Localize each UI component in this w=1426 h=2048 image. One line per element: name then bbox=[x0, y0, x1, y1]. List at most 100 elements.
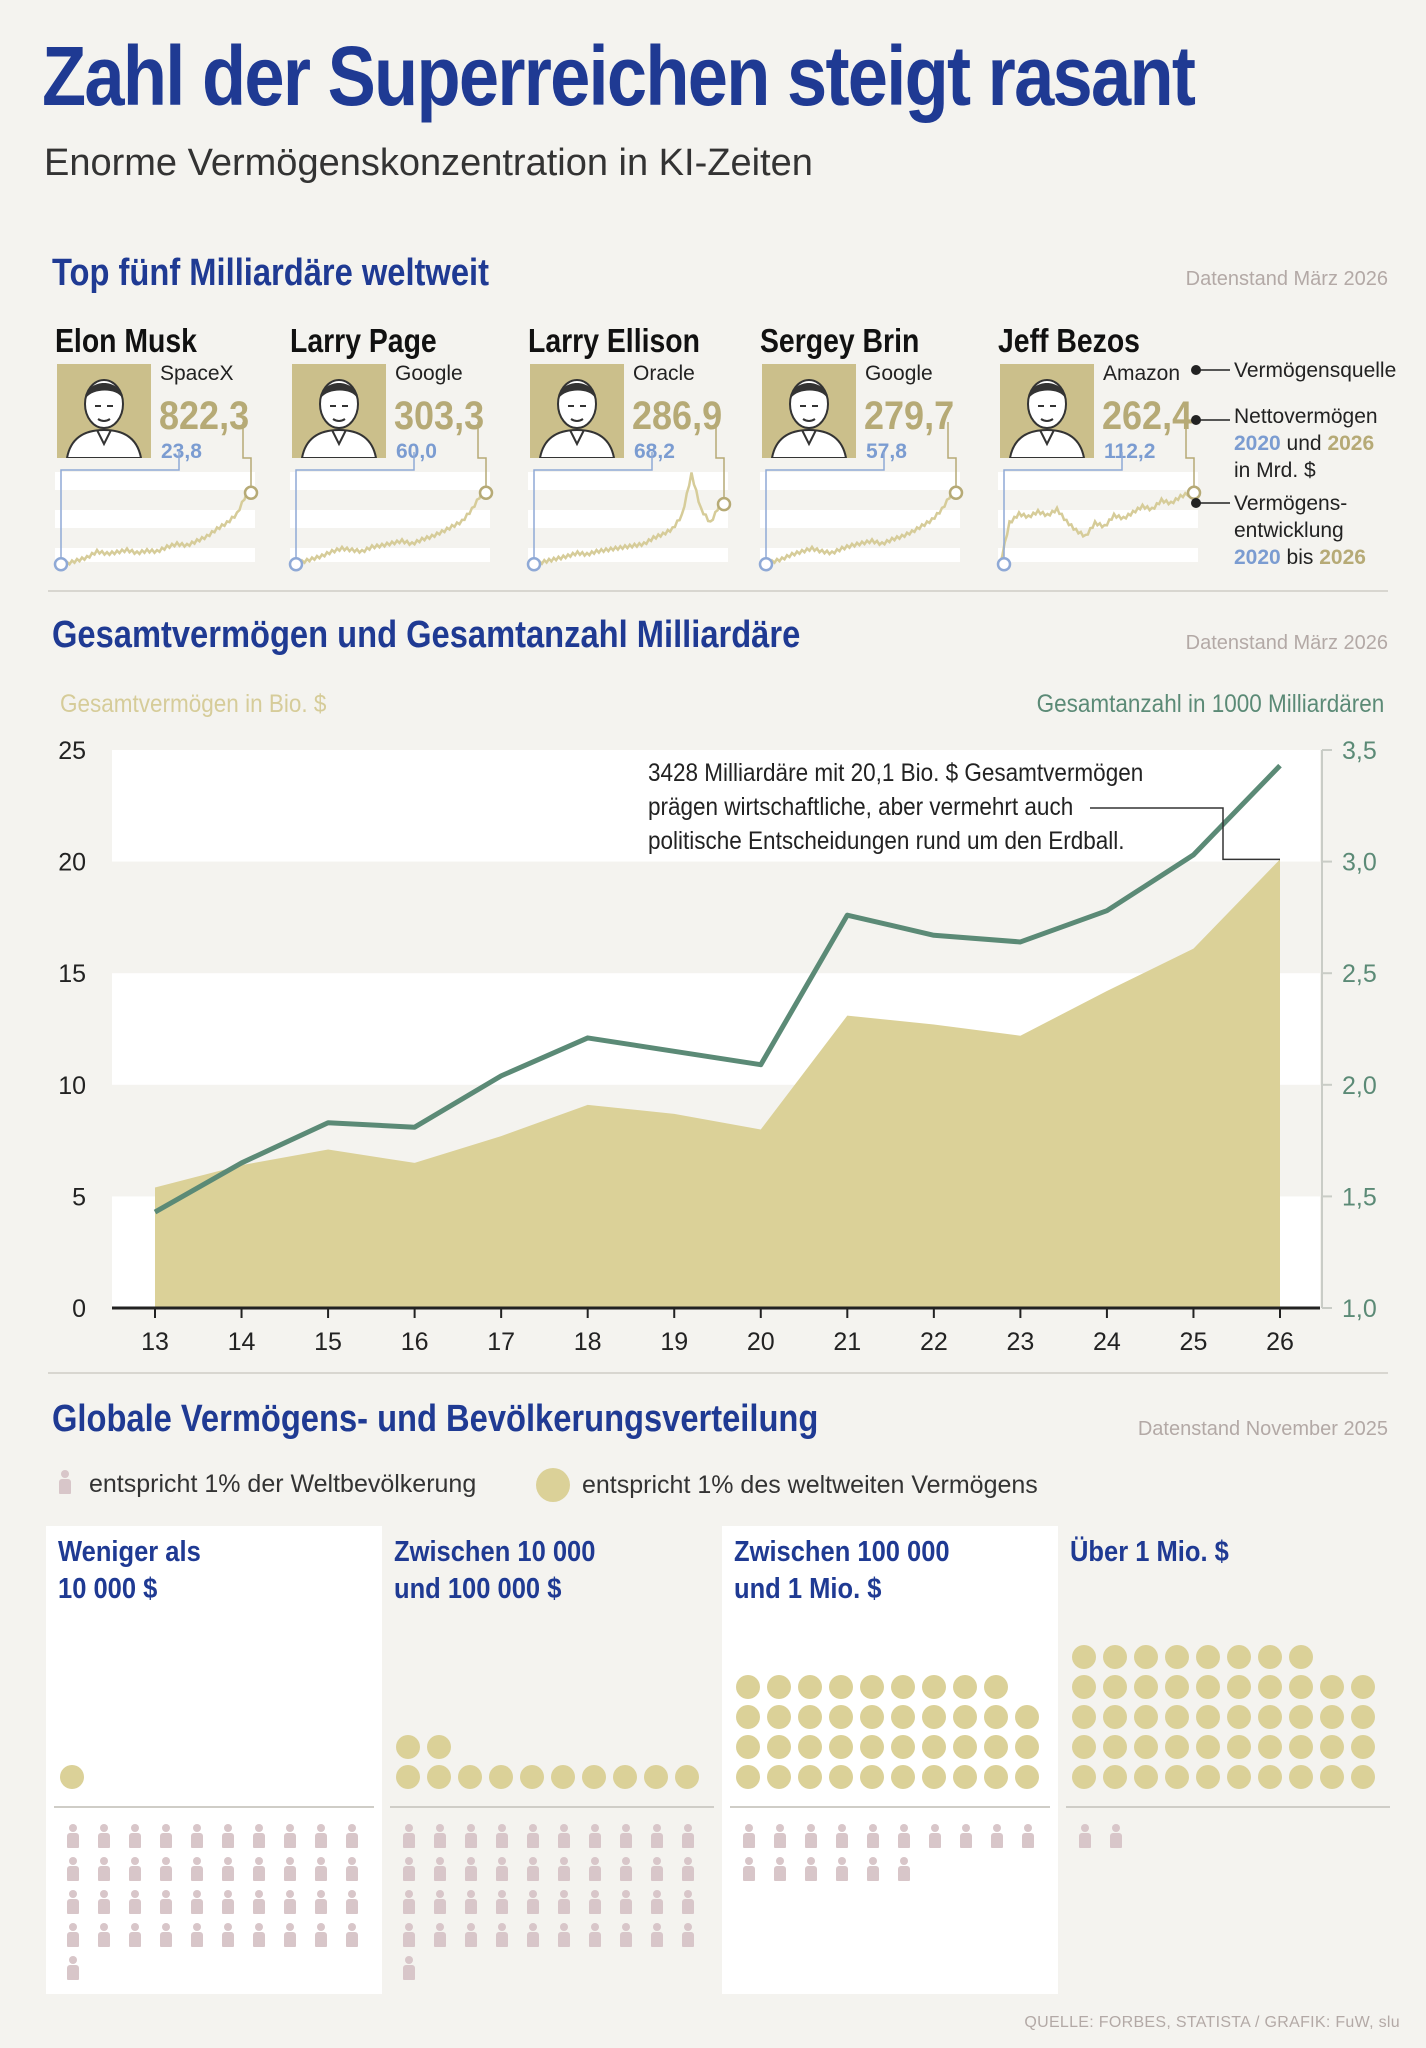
person-icon bbox=[308, 1921, 339, 1954]
wealth-dot bbox=[674, 1765, 699, 1789]
start-marker bbox=[53, 556, 69, 572]
legend-development: Vermögens- entwicklung 2020 bis 2026 bbox=[1234, 492, 1366, 569]
person-icon bbox=[922, 1822, 953, 1855]
wealth-dot bbox=[1319, 1735, 1344, 1759]
wealth-dot bbox=[1014, 1735, 1039, 1759]
wealth-trend-sparkline bbox=[53, 422, 259, 572]
person-icon bbox=[60, 1921, 91, 1954]
wealth-dot bbox=[735, 1705, 760, 1729]
person-icon bbox=[52, 1468, 83, 1501]
person-icon bbox=[277, 1855, 308, 1888]
wealth-dot bbox=[766, 1705, 791, 1729]
wealth-source: Google bbox=[865, 362, 933, 385]
person-icon bbox=[60, 1855, 91, 1888]
wealth-trend-sparkline bbox=[996, 422, 1202, 572]
person-icon bbox=[277, 1888, 308, 1921]
billionaire-card: Larry Ellison Oracle 286,9 68,2 bbox=[526, 322, 753, 572]
person-icon bbox=[675, 1822, 706, 1855]
group-divider bbox=[730, 1806, 1050, 1808]
y-right-tick-label: 2,5 bbox=[1342, 960, 1377, 988]
legend-people: entspricht 1% der Weltbevölkerung bbox=[52, 1468, 476, 1501]
wealth-dot bbox=[1350, 1675, 1375, 1699]
person-icon bbox=[396, 1954, 427, 1987]
population-icons bbox=[60, 1822, 380, 1987]
person-icon bbox=[829, 1855, 860, 1888]
wealth-dot bbox=[1226, 1765, 1251, 1789]
person-icon bbox=[891, 1822, 922, 1855]
top5-title: Top fünf Milliardäre weltweit bbox=[52, 252, 489, 294]
person-icon bbox=[984, 1822, 1015, 1855]
wealth-dot bbox=[581, 1765, 606, 1789]
wealth-dot bbox=[1102, 1765, 1127, 1789]
wealth-trend-sparkline bbox=[288, 422, 494, 572]
divider-2 bbox=[48, 1372, 1388, 1374]
wealth-dot bbox=[1319, 1705, 1344, 1729]
totals-chart: 13 14 15 16 17 18 19 20 21 22 23 24 25 26 0 5 10 15 20 25 1,… bbox=[58, 737, 1377, 1350]
portrait-image bbox=[762, 364, 856, 458]
wealth-dot bbox=[1195, 1705, 1220, 1729]
wealth-dot bbox=[1195, 1675, 1220, 1699]
person-icon bbox=[520, 1822, 551, 1855]
wealth-source: Oracle bbox=[633, 362, 695, 385]
group-title: Weniger als 10 000 $ bbox=[58, 1536, 201, 1605]
start-marker bbox=[526, 556, 542, 572]
person-icon bbox=[767, 1822, 798, 1855]
x-tick-label: 23 bbox=[1006, 1328, 1034, 1350]
person-icon bbox=[153, 1888, 184, 1921]
x-tick-label: 18 bbox=[574, 1328, 602, 1350]
wealth-dot bbox=[1164, 1735, 1189, 1759]
distribution-note: Datenstand November 2025 bbox=[1137, 1418, 1388, 1440]
top5-note: Datenstand März 2026 bbox=[1185, 268, 1388, 290]
chart-annotation: 3428 Milliardäre mit 20,1 Bio. $ Gesamtv… bbox=[648, 759, 1144, 855]
wealth-dot bbox=[1071, 1675, 1096, 1699]
person-icon bbox=[308, 1855, 339, 1888]
group-divider bbox=[54, 1806, 374, 1808]
person-icon bbox=[60, 1888, 91, 1921]
person-icon bbox=[736, 1855, 767, 1888]
person-icon bbox=[551, 1888, 582, 1921]
distribution-group: Weniger als 10 000 $ bbox=[46, 1526, 382, 1994]
totals-title: Gesamtvermögen und Gesamtanzahl Milliard… bbox=[52, 614, 801, 656]
person-icon bbox=[153, 1921, 184, 1954]
person-icon bbox=[489, 1822, 520, 1855]
person-icon bbox=[489, 1855, 520, 1888]
wealth-dot bbox=[828, 1675, 853, 1699]
person-icon bbox=[458, 1855, 489, 1888]
person-icon bbox=[613, 1888, 644, 1921]
group-title: Zwischen 10 000 und 100 000 $ bbox=[394, 1536, 596, 1605]
networth-2020: 68,2 bbox=[634, 440, 675, 463]
person-icon bbox=[60, 1954, 91, 1987]
wealth-dot bbox=[983, 1765, 1008, 1789]
person-icon bbox=[396, 1888, 427, 1921]
wealth-dot bbox=[766, 1735, 791, 1759]
start-marker bbox=[288, 556, 304, 572]
person-icon bbox=[339, 1855, 370, 1888]
person-icon bbox=[246, 1888, 277, 1921]
person-icon bbox=[60, 1822, 91, 1855]
person-icon bbox=[427, 1888, 458, 1921]
portrait-image bbox=[292, 364, 386, 458]
wealth-dot bbox=[1102, 1645, 1127, 1669]
distribution-group: Über 1 Mio. $ bbox=[1058, 1526, 1398, 1994]
distribution-title: Globale Vermögens- und Bevölkerungsverte… bbox=[52, 1398, 819, 1440]
wealth-dot bbox=[890, 1675, 915, 1699]
distribution-group: Zwischen 100 000 und 1 Mio. $ bbox=[722, 1526, 1058, 1994]
end-marker bbox=[478, 485, 494, 501]
person-icon bbox=[91, 1822, 122, 1855]
wealth-dot bbox=[1257, 1675, 1282, 1699]
person-icon bbox=[582, 1822, 613, 1855]
wealth-dot bbox=[1014, 1705, 1039, 1729]
wealth-trend-sparkline bbox=[758, 422, 964, 572]
wealth-dot bbox=[921, 1735, 946, 1759]
person-icon bbox=[613, 1921, 644, 1954]
billionaire-card: Elon Musk SpaceX 822,3 23,8 bbox=[53, 322, 280, 572]
y-left-tick-label: 20 bbox=[58, 849, 86, 877]
wealth-dot bbox=[1071, 1735, 1096, 1759]
wealth-dot bbox=[1102, 1705, 1127, 1729]
wealth-dot bbox=[735, 1735, 760, 1759]
person-icon bbox=[427, 1822, 458, 1855]
wealth-dot bbox=[1133, 1645, 1158, 1669]
wealth-dot bbox=[766, 1675, 791, 1699]
y-right-tick-label: 1,5 bbox=[1342, 1183, 1377, 1211]
wealth-dot bbox=[1133, 1675, 1158, 1699]
